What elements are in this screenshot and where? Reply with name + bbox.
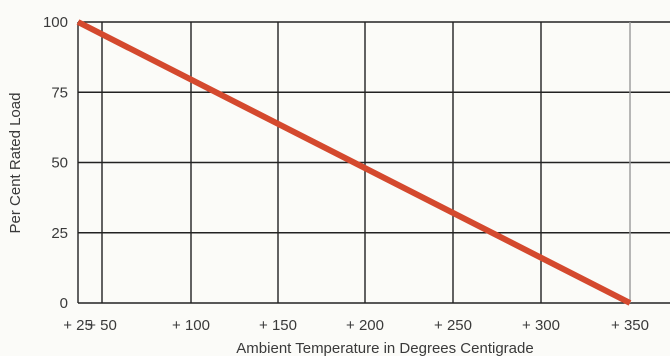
x-tick-label: + 25 — [63, 317, 93, 334]
x-tick-label: + 200 — [346, 317, 384, 334]
chart-series — [76, 19, 632, 306]
chart-grid — [77, 21, 670, 304]
y-tick-labels: 0 25 50 75 100 — [43, 14, 68, 312]
x-tick-label: + 100 — [172, 317, 210, 334]
y-tick-label: 100 — [43, 14, 68, 31]
y-tick-label: 75 — [51, 84, 68, 101]
series-line — [76, 19, 632, 306]
x-tick-label: + 350 — [611, 317, 649, 334]
x-tick-label: + 250 — [434, 317, 472, 334]
y-tick-label: 0 — [60, 295, 68, 312]
x-tick-label: + 50 — [87, 317, 117, 334]
y-tick-label: 25 — [51, 225, 68, 242]
x-tick-labels: + 25+ 50 + 100 + 150 + 200 + 250 + 300 + 350 — [63, 317, 649, 334]
y-tick-label: 50 — [51, 155, 68, 172]
x-tick-label: + 150 — [259, 317, 297, 334]
x-tick-label: + 300 — [522, 317, 560, 334]
y-axis-title: Per Cent Rated Load — [7, 93, 24, 234]
x-axis-title: Ambient Temperature in Degrees Centigrad… — [236, 340, 533, 356]
